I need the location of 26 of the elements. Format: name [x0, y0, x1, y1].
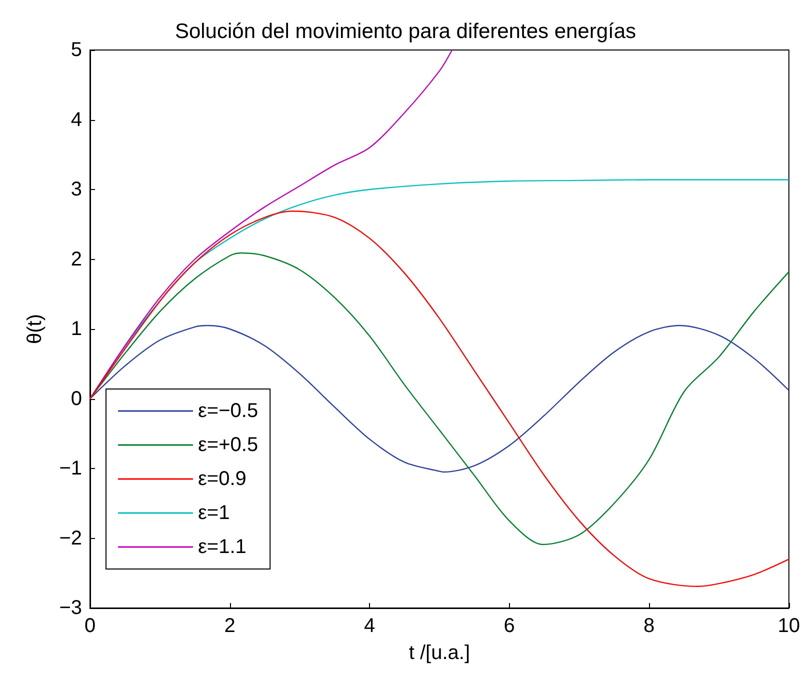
y-tick-label: −3: [59, 597, 82, 619]
x-tick-label: 8: [644, 615, 655, 637]
line-series: [89, 210, 790, 587]
y-tick-label: 3: [70, 178, 82, 200]
x-tick-label: 4: [364, 615, 376, 637]
y-tick-label: −2: [59, 527, 82, 550]
y-axis-title: θ(t): [24, 314, 46, 344]
legend-label: ε=+0.5: [198, 434, 258, 456]
y-tick-label: 2: [70, 248, 82, 270]
x-tick-label: 6: [504, 615, 515, 637]
line-series: [89, 49, 453, 400]
legend-label: ε=1.1: [198, 536, 246, 558]
y-tick-label: 1: [70, 318, 82, 340]
legend-label: ε=−0.5: [198, 400, 258, 422]
y-tick-label: 5: [70, 39, 82, 61]
line-series: [89, 324, 790, 473]
x-axis-title: t /[u.a.]: [408, 642, 470, 664]
y-tick-label: 4: [70, 108, 82, 131]
x-tick-label: 0: [84, 615, 96, 637]
legend-label: ε=1: [198, 502, 230, 524]
chart-title: Solución del movimiento para diferentes energías: [174, 20, 636, 43]
legend-label: ε=0.9: [198, 468, 246, 490]
x-tick-label: 10: [778, 615, 800, 637]
y-tick-label: −1: [59, 458, 82, 480]
y-tick-label: 0: [70, 388, 82, 410]
x-tick-label: 2: [224, 615, 236, 637]
